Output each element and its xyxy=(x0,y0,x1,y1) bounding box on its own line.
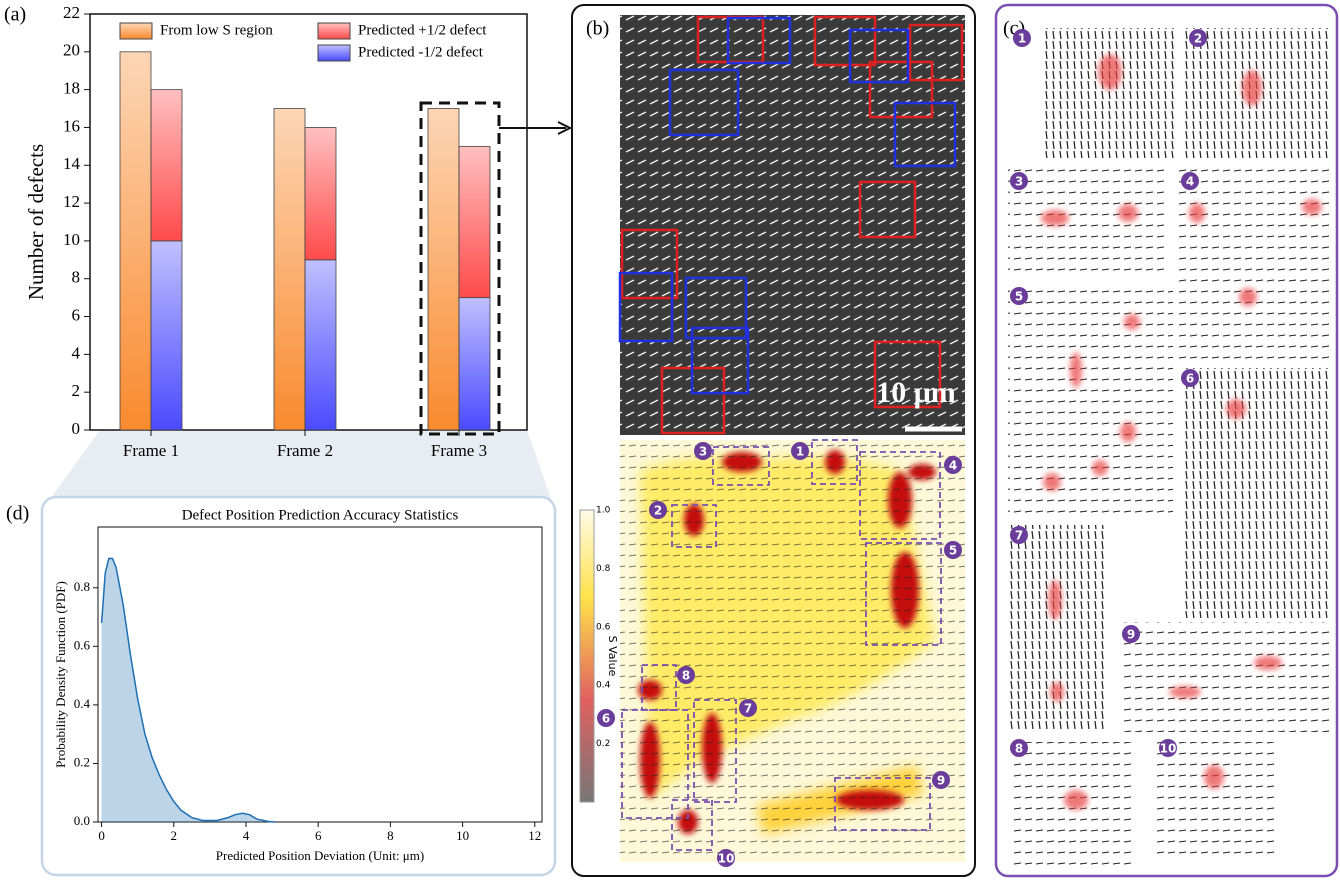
badge-label: 7 xyxy=(1015,529,1023,543)
bar xyxy=(459,298,490,430)
y-tick-label: 6 xyxy=(72,305,81,324)
colorbar-tick-label: 0.2 xyxy=(596,739,610,749)
y-tick-label: 0.4 xyxy=(74,696,91,711)
badge-label: 4 xyxy=(1186,175,1194,189)
x-tick-label: Frame 1 xyxy=(123,441,179,460)
badge-label: 5 xyxy=(1015,290,1023,304)
badge-label: 9 xyxy=(937,774,945,788)
bar xyxy=(459,146,490,297)
arrow xyxy=(499,122,570,134)
badge-label: 8 xyxy=(682,669,690,683)
y-tick-label: 0 xyxy=(72,419,81,438)
panel-label: (a) xyxy=(4,4,26,26)
x-tick-label: 0 xyxy=(98,828,105,843)
y-tick-label: 20 xyxy=(63,41,80,60)
y-tick-label: 12 xyxy=(63,192,80,211)
chart-title: Defect Position Prediction Accuracy Stat… xyxy=(182,507,459,523)
bar xyxy=(428,109,459,430)
y-tick-label: 10 xyxy=(63,230,80,249)
y-tick-label: 4 xyxy=(72,343,81,362)
legend-label: Predicted +1/2 defect xyxy=(358,22,487,38)
badge-label: 6 xyxy=(602,712,610,726)
colorbar-tick-label: 0.6 xyxy=(596,622,611,632)
y-axis-label: Probability Density Function (PDF) xyxy=(53,581,68,768)
y-tick-label: 0.6 xyxy=(74,637,91,652)
badge-label: 5 xyxy=(949,544,957,558)
colorbar xyxy=(580,510,594,802)
figure: 10 μm S Value (a) Number of defects 0 2 4 6 8 1… xyxy=(0,0,1340,879)
panel-label: (b) xyxy=(586,18,609,40)
x-tick-label: 2 xyxy=(171,828,178,843)
x-axis-label: Predicted Position Deviation (Unit: μm) xyxy=(216,848,424,863)
x-tick-label: 6 xyxy=(315,828,322,843)
badge-label: 10 xyxy=(718,852,735,866)
legend-swatch xyxy=(120,23,152,39)
y-tick-label: 16 xyxy=(63,116,80,135)
badge-label: 2 xyxy=(654,504,662,518)
badge-label: 6 xyxy=(1186,372,1194,386)
badge-label: 3 xyxy=(699,445,707,459)
bar xyxy=(151,241,182,430)
x-tick-label: Frame 3 xyxy=(431,441,487,460)
x-tick-label: 4 xyxy=(243,828,250,843)
colorbar-label: S Value xyxy=(606,636,619,677)
badge-label: 10 xyxy=(1160,742,1177,756)
director-field xyxy=(620,15,965,435)
bar xyxy=(305,260,336,430)
bar xyxy=(305,127,336,259)
x-tick-label: 8 xyxy=(387,828,394,843)
legend-label: From low S region xyxy=(160,22,273,38)
legend-label: Predicted -1/2 defect xyxy=(358,44,484,60)
y-axis-label: Number of defects xyxy=(24,144,48,300)
bar xyxy=(151,90,182,241)
badge-label: 3 xyxy=(1015,175,1023,189)
colorbar-tick-label: 0.8 xyxy=(596,564,611,574)
legend-swatch xyxy=(318,45,350,61)
badge-label: 9 xyxy=(1127,628,1135,642)
y-tick-label: 14 xyxy=(63,154,81,173)
y-tick-label: 2 xyxy=(72,381,81,400)
badge-label: 7 xyxy=(744,702,752,716)
badge-label: 4 xyxy=(949,459,957,473)
panel-label: (d) xyxy=(6,503,29,525)
badge-label: 1 xyxy=(1018,32,1026,46)
badge-label: 8 xyxy=(1015,742,1023,756)
x-tick-label: 10 xyxy=(456,828,469,843)
scale-label: 10 μm xyxy=(876,376,956,409)
colorbar-tick-label: 0.4 xyxy=(596,681,611,691)
y-tick-label: 0.8 xyxy=(74,579,90,594)
badge-label: 2 xyxy=(1194,32,1202,46)
colorbar-tick-label: 1.0 xyxy=(596,506,611,516)
bar xyxy=(274,109,305,430)
y-tick-label: 8 xyxy=(72,268,81,287)
badge-label: 1 xyxy=(796,445,804,459)
x-tick-label: Frame 2 xyxy=(277,441,333,460)
legend-swatch xyxy=(318,23,350,39)
bar xyxy=(120,52,151,430)
x-tick-label: 12 xyxy=(528,828,541,843)
y-tick-label: 18 xyxy=(63,79,80,98)
y-tick-label: 0.2 xyxy=(74,754,90,769)
s-map-director xyxy=(620,440,965,862)
y-tick-label: 0.0 xyxy=(74,813,90,828)
y-tick-label: 22 xyxy=(63,3,80,22)
